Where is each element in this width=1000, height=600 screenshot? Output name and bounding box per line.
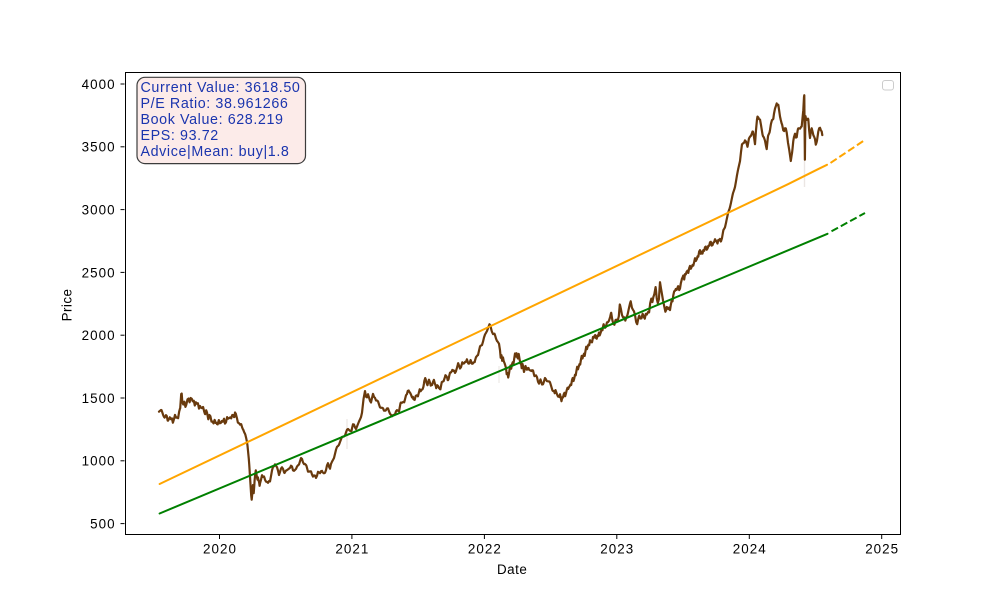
svg-text:2021: 2021 [335,542,369,557]
svg-text:Current Value: 3618.50: Current Value: 3618.50 [141,80,301,96]
svg-text:3500: 3500 [82,140,116,155]
svg-text:3000: 3000 [82,203,116,218]
svg-text:2025: 2025 [865,542,899,557]
svg-text:Book Value: 628.219: Book Value: 628.219 [141,112,284,128]
svg-text:500: 500 [90,517,116,532]
svg-text:EPS: 93.72: EPS: 93.72 [141,128,219,144]
svg-text:2020: 2020 [203,542,237,557]
svg-text:2022: 2022 [468,542,502,557]
svg-text:Date: Date [497,562,528,577]
svg-text:2023: 2023 [600,542,634,557]
svg-text:Price: Price [59,289,74,322]
svg-text:2000: 2000 [82,328,116,343]
svg-text:Advice|Mean: buy|1.8: Advice|Mean: buy|1.8 [141,144,290,160]
svg-text:2024: 2024 [733,542,767,557]
svg-text:1000: 1000 [82,454,116,469]
svg-text:1500: 1500 [82,391,116,406]
svg-text:2500: 2500 [82,265,116,280]
svg-text:4000: 4000 [82,77,116,92]
svg-text:P/E Ratio: 38.961266: P/E Ratio: 38.961266 [141,96,289,112]
